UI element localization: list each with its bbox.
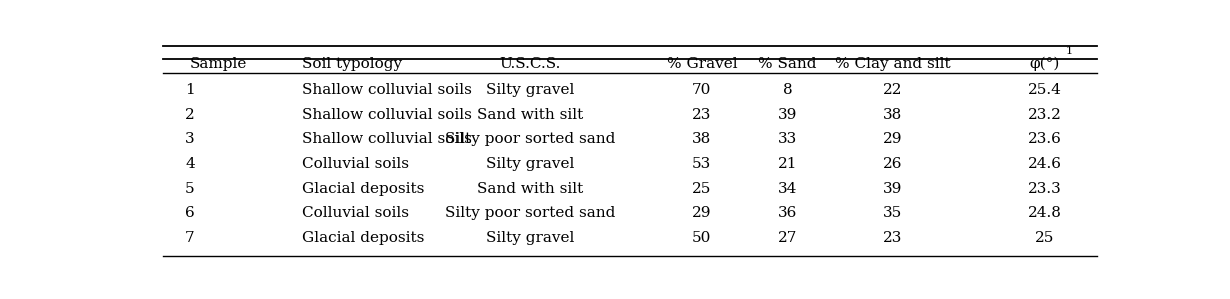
Text: 35: 35 <box>883 206 902 220</box>
Text: 23.3: 23.3 <box>1028 181 1061 196</box>
Text: 3: 3 <box>186 132 194 146</box>
Text: 21: 21 <box>777 157 797 171</box>
Text: U.S.C.S.: U.S.C.S. <box>499 57 561 71</box>
Text: 25: 25 <box>692 181 712 196</box>
Text: 24.6: 24.6 <box>1028 157 1061 171</box>
Text: 8: 8 <box>782 83 792 97</box>
Text: Sand with silt: Sand with silt <box>477 108 583 122</box>
Text: Colluvial soils: Colluvial soils <box>301 206 408 220</box>
Text: 27: 27 <box>777 231 797 245</box>
Text: φ(°): φ(°) <box>1030 57 1060 71</box>
Text: 1: 1 <box>184 83 194 97</box>
Text: 23: 23 <box>692 108 712 122</box>
Text: % Gravel: % Gravel <box>667 57 737 71</box>
Text: Glacial deposits: Glacial deposits <box>301 181 424 196</box>
Text: 36: 36 <box>777 206 797 220</box>
Text: Soil typology: Soil typology <box>301 57 402 71</box>
Text: Sample: Sample <box>189 57 247 71</box>
Text: 1: 1 <box>1066 46 1073 56</box>
Text: 39: 39 <box>883 181 903 196</box>
Text: Silty gravel: Silty gravel <box>486 83 574 97</box>
Text: 70: 70 <box>692 83 712 97</box>
Text: Silty poor sorted sand: Silty poor sorted sand <box>445 132 615 146</box>
Text: Sand with silt: Sand with silt <box>477 181 583 196</box>
Text: 53: 53 <box>692 157 711 171</box>
Text: % Sand: % Sand <box>759 57 817 71</box>
Text: 38: 38 <box>692 132 711 146</box>
Text: 29: 29 <box>692 206 712 220</box>
Text: 25.4: 25.4 <box>1028 83 1061 97</box>
Text: Silty poor sorted sand: Silty poor sorted sand <box>445 206 615 220</box>
Text: Shallow colluvial soils: Shallow colluvial soils <box>301 108 471 122</box>
Text: 24.8: 24.8 <box>1028 206 1061 220</box>
Text: 23.6: 23.6 <box>1028 132 1061 146</box>
Text: 23.2: 23.2 <box>1028 108 1061 122</box>
Text: % Clay and silt: % Clay and silt <box>835 57 951 71</box>
Text: 39: 39 <box>777 108 797 122</box>
Text: 4: 4 <box>184 157 194 171</box>
Text: 6: 6 <box>184 206 194 220</box>
Text: 23: 23 <box>883 231 903 245</box>
Text: 26: 26 <box>883 157 903 171</box>
Text: Glacial deposits: Glacial deposits <box>301 231 424 245</box>
Text: 38: 38 <box>883 108 902 122</box>
Text: Silty gravel: Silty gravel <box>486 157 574 171</box>
Text: Colluvial soils: Colluvial soils <box>301 157 408 171</box>
Text: 34: 34 <box>777 181 797 196</box>
Text: 50: 50 <box>692 231 712 245</box>
Text: 29: 29 <box>883 132 903 146</box>
Text: Shallow colluvial soils: Shallow colluvial soils <box>301 132 471 146</box>
Text: 33: 33 <box>779 132 797 146</box>
Text: 7: 7 <box>186 231 194 245</box>
Text: 2: 2 <box>184 108 194 122</box>
Text: Shallow colluvial soils: Shallow colluvial soils <box>301 83 471 97</box>
Text: 25: 25 <box>1036 231 1055 245</box>
Text: 5: 5 <box>186 181 194 196</box>
Text: 22: 22 <box>883 83 903 97</box>
Text: Silty gravel: Silty gravel <box>486 231 574 245</box>
